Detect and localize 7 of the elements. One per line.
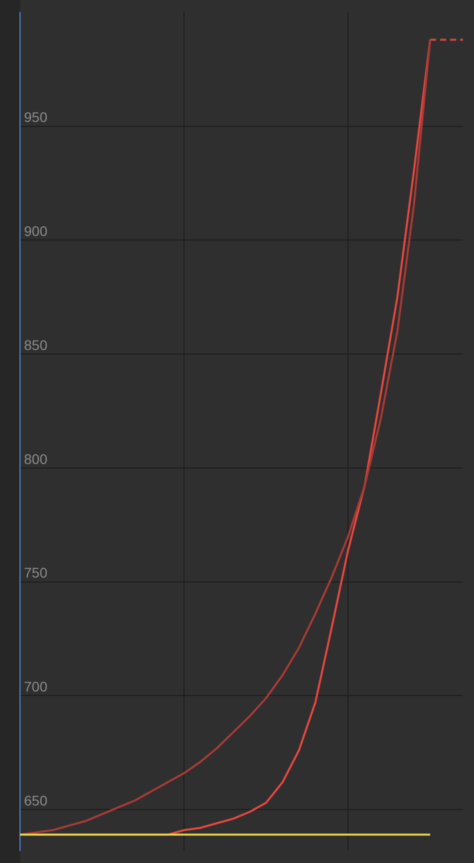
y-tick-label: 900 (24, 223, 48, 240)
y-tick-label: 750 (24, 564, 48, 581)
y-tick-label: 850 (24, 336, 48, 353)
y-tick-label: 650 (24, 792, 48, 808)
y-tick-label: 700 (24, 678, 48, 695)
y-tick-label: 950 (24, 109, 48, 126)
y-tick-label: 800 (24, 450, 48, 467)
